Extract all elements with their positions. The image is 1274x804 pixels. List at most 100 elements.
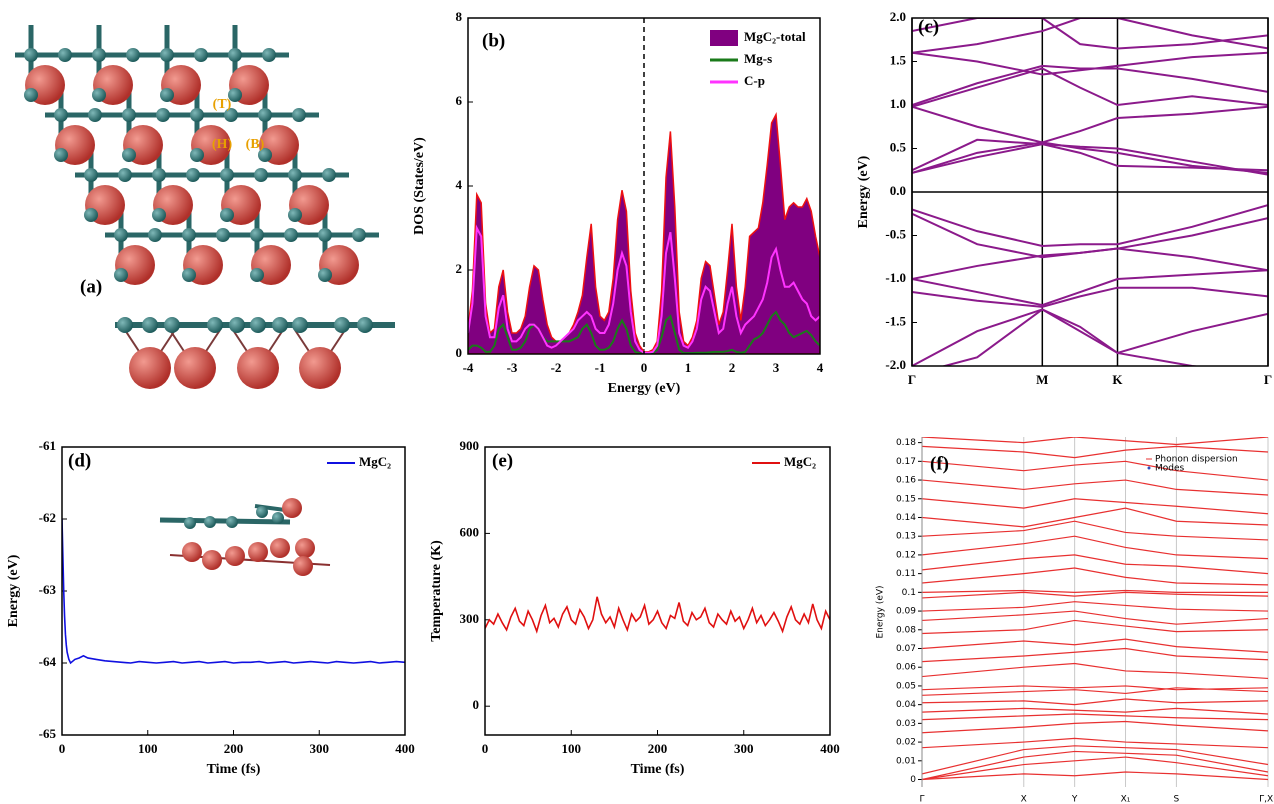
c-atom — [207, 317, 223, 333]
structure-panel: (a) (T) (H) (B) — [15, 25, 395, 389]
y-tick-label: 0.06 — [896, 663, 916, 673]
y-axis-label: Energy (eV) — [876, 585, 886, 638]
c-atom — [258, 108, 272, 122]
x-tick-label: 200 — [224, 741, 244, 756]
x-tick-label: 100 — [138, 741, 158, 756]
chart-panel: 00.010.020.030.040.050.060.070.080.090.1… — [876, 437, 1274, 804]
y-tick-label: 1.5 — [890, 52, 907, 67]
figure: (a)(T)(H)(B) 02468-4-3-2-101234MgC₂-tota… — [0, 0, 1274, 804]
x-tick-label: -4 — [463, 360, 474, 375]
legend-label: MgC₂ — [359, 454, 391, 469]
band — [912, 53, 1268, 75]
band — [922, 721, 1268, 732]
x-tick-label: -2 — [551, 360, 562, 375]
y-tick-label: 0.16 — [896, 476, 916, 486]
c-atom — [292, 317, 308, 333]
x-axis-label: Time (fs) — [207, 762, 261, 777]
y-tick-label: -0.5 — [885, 226, 906, 241]
c-atom — [254, 168, 268, 182]
c-atom — [54, 148, 68, 162]
x-tick-label: 1 — [685, 360, 692, 375]
y-tick-label: 0.05 — [896, 681, 916, 691]
x-tick-label: 4 — [817, 360, 824, 375]
panel-label: (b) — [482, 30, 505, 51]
x-tick-label: Γ — [919, 795, 924, 804]
site-label: (B) — [246, 137, 265, 152]
x-tick-label: 0 — [641, 360, 648, 375]
md-structure-inset — [160, 498, 330, 576]
plot-area — [62, 519, 405, 663]
band — [922, 714, 1268, 720]
c-atom — [250, 317, 266, 333]
x-tick-label: 3 — [773, 360, 780, 375]
y-tick-label: 600 — [460, 524, 480, 539]
y-tick-label: 0.01 — [896, 756, 916, 766]
mg-atom — [237, 347, 279, 389]
y-tick-label: -64 — [39, 654, 57, 669]
band — [912, 18, 1268, 48]
y-tick-label: 4 — [456, 177, 463, 192]
legend-label: MgC₂-total — [744, 29, 806, 44]
band — [922, 480, 1268, 495]
panel-label: (a) — [80, 276, 102, 297]
site-label: (H) — [212, 137, 233, 152]
c-atom — [117, 317, 133, 333]
atom — [226, 516, 238, 528]
x-tick-label: Γ — [908, 372, 916, 387]
plot-area — [912, 18, 1268, 375]
x-tick-label: Γ — [1264, 372, 1272, 387]
band — [922, 592, 1268, 598]
band — [922, 686, 1268, 690]
y-tick-label: 0.03 — [896, 719, 916, 729]
band — [912, 249, 1268, 279]
y-tick-label: 8 — [456, 9, 463, 24]
atom — [184, 517, 196, 529]
c-atom — [84, 168, 98, 182]
band — [922, 499, 1268, 514]
atom — [182, 542, 202, 562]
atom — [225, 546, 245, 566]
atom — [204, 516, 216, 528]
site-label: (T) — [213, 97, 232, 112]
c-atom — [92, 88, 106, 102]
legend-swatch — [710, 30, 738, 46]
c-atom — [118, 168, 132, 182]
band — [912, 107, 1268, 143]
band — [922, 521, 1268, 540]
y-tick-label: -2.0 — [885, 357, 906, 372]
c-atom — [152, 168, 166, 182]
band — [922, 555, 1268, 574]
y-tick-label: 0.5 — [890, 139, 907, 154]
y-tick-label: -1.5 — [885, 313, 906, 328]
c-atom — [220, 168, 234, 182]
band — [922, 708, 1268, 714]
plot-area — [485, 597, 830, 632]
plot-area — [922, 437, 1268, 780]
y-tick-label: 0.0 — [890, 183, 906, 198]
c-atom — [92, 48, 106, 62]
legend-label: Mg-s — [744, 51, 772, 66]
y-tick-label: 0.14 — [896, 513, 916, 523]
panel-label: (f) — [930, 453, 949, 474]
c-atom — [190, 148, 204, 162]
x-tick-label: M — [1036, 372, 1048, 387]
c-atom — [288, 208, 302, 222]
band — [912, 309, 1268, 374]
c-atom — [284, 228, 298, 242]
mg-atom — [129, 347, 171, 389]
atom — [202, 550, 222, 570]
atom — [256, 506, 268, 518]
y-axis-label: DOS (States/eV) — [412, 137, 427, 235]
x-tick-label: 300 — [310, 741, 330, 756]
c-atom — [160, 48, 174, 62]
c-atom — [160, 88, 174, 102]
x-tick-label: X — [1021, 795, 1027, 804]
c-atom — [220, 208, 234, 222]
c-atom — [156, 108, 170, 122]
band — [922, 699, 1268, 705]
y-tick-label: 0.09 — [896, 607, 916, 617]
line — [62, 519, 405, 663]
y-axis-label: Energy (eV) — [6, 554, 21, 627]
x-tick-label: 400 — [395, 741, 415, 756]
